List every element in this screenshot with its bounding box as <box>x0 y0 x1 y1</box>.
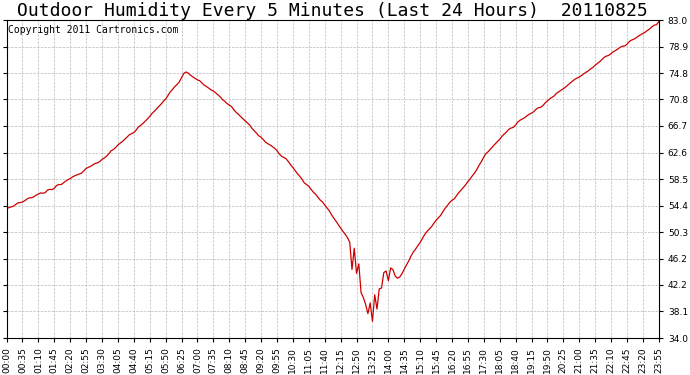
Text: Copyright 2011 Cartronics.com: Copyright 2011 Cartronics.com <box>8 25 178 35</box>
Title: Outdoor Humidity Every 5 Minutes (Last 24 Hours)  20110825: Outdoor Humidity Every 5 Minutes (Last 2… <box>17 2 648 20</box>
